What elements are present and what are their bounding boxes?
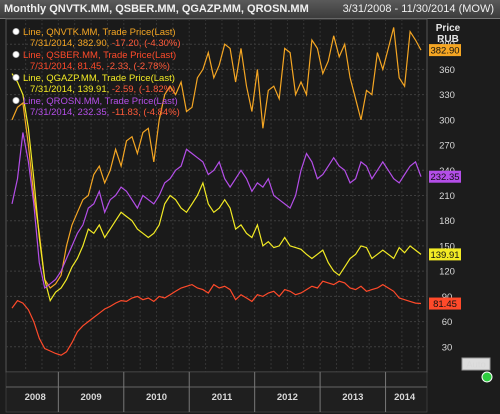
- date-range: 3/31/2008 - 11/30/2014 (MOW): [342, 3, 494, 15]
- legend-marker-icon[interactable]: [12, 73, 20, 82]
- series-line-qgazp-mm: [11, 73, 422, 303]
- last-price-tag: [429, 170, 461, 183]
- legend-entry: Line, QROSN.MM, Trade Price(Last): [23, 96, 178, 107]
- y-tick-label: 120: [439, 267, 455, 278]
- last-price-tag: [429, 248, 461, 261]
- year-label: 2010: [146, 392, 167, 403]
- last-price-label: 382.90: [430, 46, 459, 57]
- last-price-label: 139.91: [430, 250, 459, 261]
- auto-scale-label: Auto: [466, 360, 486, 371]
- last-price-tag: [429, 44, 461, 57]
- year-label: 2014: [394, 392, 416, 403]
- y-tick-label: 300: [439, 115, 455, 126]
- last-price-label: 81.45: [433, 299, 457, 310]
- y-tick-label: 210: [439, 191, 455, 202]
- y-tick-label: 270: [439, 141, 455, 152]
- y-tick-label: 90: [442, 292, 453, 303]
- year-label: 2012: [277, 392, 298, 403]
- legend-detail: 7/31/2014, 81.45, -2.33, (-2.78%): [30, 61, 170, 72]
- title-bar: Monthly QNVTK.MM, QSBER.MM, QGAZP.MM, QR…: [0, 0, 500, 19]
- legend-marker-icon[interactable]: [12, 50, 20, 59]
- series-line-qsber-mm: [11, 280, 422, 356]
- y-tick-label: 150: [439, 241, 455, 252]
- y-tick-label: 30: [442, 342, 453, 353]
- year-label: 2008: [25, 392, 46, 403]
- legend-detail: 7/31/2014, 139.91, -2.59, (-1.82%): [30, 84, 175, 95]
- legend-marker-icon[interactable]: [12, 27, 20, 36]
- legend-entry: Line, QGAZP.MM, Trade Price(Last): [23, 73, 175, 84]
- auto-scale-button[interactable]: [461, 357, 491, 371]
- legend-entry: Line, QSBER.MM, Trade Price(Last): [23, 50, 176, 61]
- y-tick-label: 180: [439, 216, 455, 227]
- y-tick-label: 360: [439, 65, 455, 76]
- axis-unit-price: Price: [436, 23, 461, 34]
- y-tick-label: 330: [439, 90, 455, 101]
- plot-area: [5, 18, 428, 373]
- x-axis-strip: [5, 371, 428, 413]
- legend-detail: 7/31/2014, 382.90, -17.20, (-4.30%): [30, 38, 181, 49]
- year-label: 2011: [212, 392, 233, 403]
- chart-title: Monthly QNVTK.MM, QSBER.MM, QGAZP.MM, QR…: [4, 3, 309, 15]
- y-tick-label: 60: [442, 317, 453, 328]
- live-status-icon: [481, 371, 493, 383]
- legend-marker-icon[interactable]: [12, 96, 20, 105]
- last-price-tag: [429, 297, 461, 310]
- series-line-qnvtk-mm: [11, 27, 422, 289]
- axis-unit-currency: RUB: [437, 34, 459, 45]
- year-label: 2009: [81, 392, 102, 403]
- year-label: 2013: [342, 392, 363, 403]
- legend-detail: 7/31/2014, 232.35, -11.83, (-4.84%): [30, 107, 180, 118]
- legend-entry: Line, QNVTK.MM, Trade Price(Last): [23, 27, 176, 38]
- series-line-qrosn-mm: [11, 132, 422, 290]
- last-price-label: 232.35: [430, 172, 459, 183]
